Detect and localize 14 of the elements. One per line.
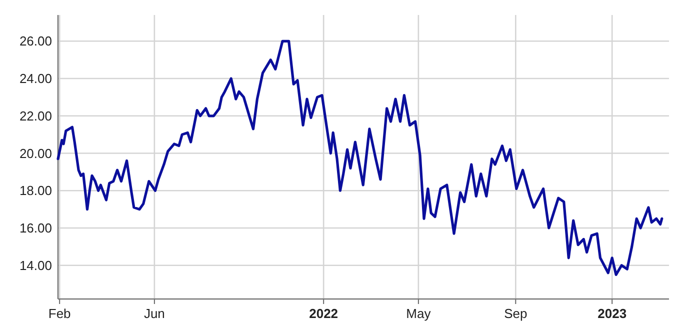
line-series bbox=[56, 40, 664, 276]
y-tick-label: 14.00 bbox=[19, 258, 52, 273]
x-tick-label: 2023 bbox=[598, 306, 627, 321]
y-tick-label: 22.00 bbox=[19, 108, 52, 124]
x-tick-label: 2022 bbox=[309, 306, 338, 321]
x-tick-label: Feb bbox=[48, 306, 71, 321]
x-tick-label: May bbox=[406, 306, 432, 321]
x-tick-label: Sep bbox=[504, 306, 528, 321]
y-tick-label: 18.00 bbox=[19, 183, 52, 198]
y-tick-label: 20.00 bbox=[19, 146, 52, 161]
y-tick-label: 16.00 bbox=[19, 220, 52, 236]
y-tick-label: 24.00 bbox=[19, 71, 52, 86]
y-tick-label: 26.00 bbox=[19, 34, 52, 49]
x-tick-label: Jun bbox=[144, 306, 165, 321]
